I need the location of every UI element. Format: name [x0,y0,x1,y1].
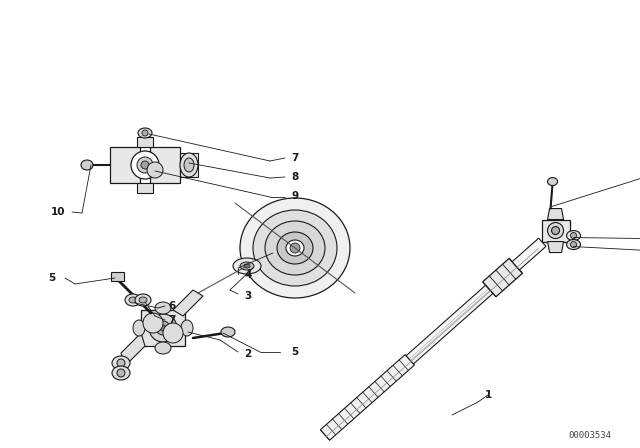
Text: 1: 1 [484,390,492,400]
Polygon shape [150,147,180,183]
Ellipse shape [233,258,261,274]
Polygon shape [548,209,564,220]
Text: 5: 5 [49,273,56,283]
Ellipse shape [221,327,235,337]
Ellipse shape [135,294,151,306]
Ellipse shape [181,320,193,336]
Text: 7: 7 [168,315,176,325]
Ellipse shape [155,342,171,354]
Bar [111,272,124,281]
Ellipse shape [570,233,577,238]
Ellipse shape [117,369,125,377]
Ellipse shape [139,297,147,303]
Bar [137,137,153,147]
Ellipse shape [265,221,325,275]
Ellipse shape [131,151,159,179]
Ellipse shape [155,302,171,314]
Polygon shape [110,147,140,183]
Text: 6: 6 [168,301,175,311]
Polygon shape [321,354,415,440]
Ellipse shape [566,231,580,241]
Polygon shape [141,310,185,346]
Polygon shape [483,258,522,297]
Ellipse shape [143,313,163,333]
Ellipse shape [141,161,149,169]
Text: 5: 5 [291,347,299,357]
Ellipse shape [286,240,304,256]
Ellipse shape [570,241,577,248]
Text: 3: 3 [244,291,252,301]
Text: 2: 2 [244,349,252,359]
Polygon shape [512,238,546,270]
Ellipse shape [566,240,580,250]
Polygon shape [548,241,564,253]
Ellipse shape [277,232,313,264]
Ellipse shape [81,160,93,170]
Polygon shape [173,290,203,316]
Text: 10: 10 [51,207,65,217]
Ellipse shape [138,128,152,138]
Polygon shape [541,220,570,241]
Ellipse shape [244,264,250,268]
Polygon shape [121,333,145,366]
Ellipse shape [125,294,141,306]
Ellipse shape [160,325,166,331]
Ellipse shape [163,323,183,343]
Ellipse shape [184,158,194,172]
Ellipse shape [548,177,557,185]
Text: 9: 9 [291,191,299,201]
Ellipse shape [253,210,337,286]
Ellipse shape [240,262,254,270]
Ellipse shape [147,162,163,178]
Ellipse shape [552,227,559,235]
Ellipse shape [137,157,153,173]
Text: 7: 7 [291,153,299,163]
Ellipse shape [129,297,137,303]
Ellipse shape [180,153,198,177]
Ellipse shape [112,356,130,370]
Text: 8: 8 [291,172,299,182]
Text: 4: 4 [244,270,252,280]
Ellipse shape [156,321,170,335]
Ellipse shape [112,366,130,380]
Polygon shape [406,285,493,364]
Ellipse shape [117,359,125,367]
Text: 00003534: 00003534 [568,431,611,439]
Ellipse shape [133,320,145,336]
Ellipse shape [240,198,350,298]
Bar [180,153,198,177]
Ellipse shape [290,243,300,253]
Bar [137,183,153,193]
Ellipse shape [149,314,177,342]
Ellipse shape [142,130,148,136]
Ellipse shape [548,223,564,238]
